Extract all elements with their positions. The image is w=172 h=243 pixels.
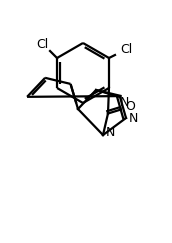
Text: N: N xyxy=(128,112,138,124)
Text: O: O xyxy=(125,100,135,113)
Text: Cl: Cl xyxy=(36,38,48,52)
Text: Cl: Cl xyxy=(120,43,132,57)
Text: N: N xyxy=(119,95,129,109)
Text: N: N xyxy=(105,125,115,139)
